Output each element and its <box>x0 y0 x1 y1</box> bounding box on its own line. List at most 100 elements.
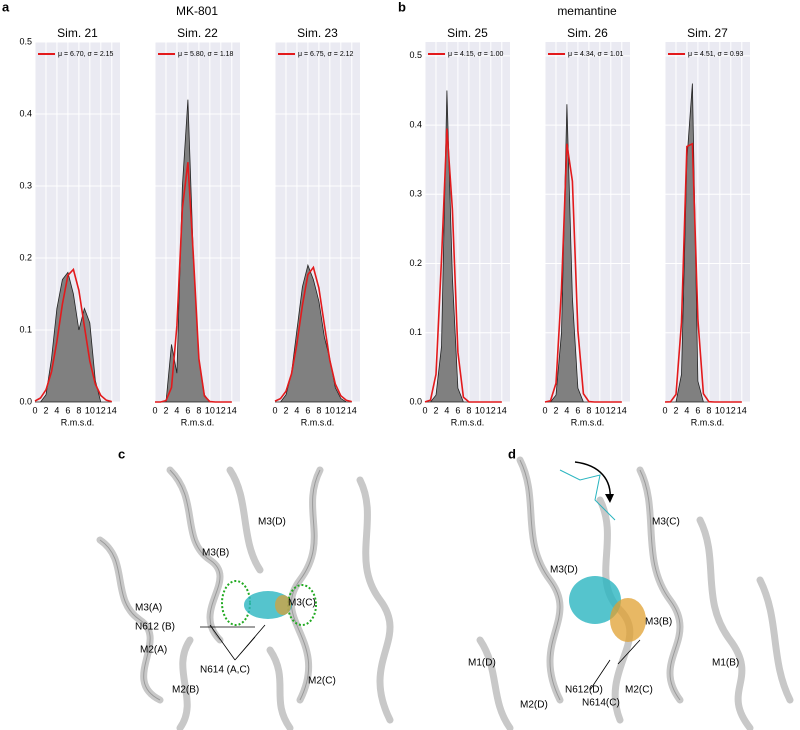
x-tick-label: 4 <box>564 405 569 415</box>
x-axis-label: R.m.s.d. <box>691 417 725 427</box>
chart-title: Sim. 26 <box>567 26 608 40</box>
annotation: M2(C) <box>308 676 336 687</box>
x-tick-label: 2 <box>43 405 48 415</box>
group-title: memantine <box>557 4 617 18</box>
x-tick-label: 14 <box>497 405 507 415</box>
y-tick-label: 0.4 <box>409 119 422 129</box>
annotation: M3(A) <box>135 603 162 614</box>
chart-title: Sim. 23 <box>297 26 338 40</box>
legend-label: μ = 5.80, σ = 1.18 <box>178 51 234 58</box>
x-tick-label: 0 <box>152 405 157 415</box>
x-tick-label: 6 <box>185 405 190 415</box>
x-tick-label: 12 <box>336 405 346 415</box>
fit-line <box>155 162 232 403</box>
x-tick-label: 6 <box>65 405 70 415</box>
y-tick-label: 0.0 <box>409 396 422 406</box>
x-tick-label: 4 <box>444 405 449 415</box>
x-axis-label: R.m.s.d. <box>571 417 605 427</box>
annotation: M2(A) <box>140 645 167 656</box>
x-tick-label: 10 <box>85 405 95 415</box>
y-tick-label: 0.2 <box>19 252 32 262</box>
x-tick-label: 2 <box>433 405 438 415</box>
x-tick-label: 8 <box>316 405 321 415</box>
x-tick-label: 8 <box>196 405 201 415</box>
x-tick-label: 12 <box>606 405 616 415</box>
x-tick-label: 2 <box>673 405 678 415</box>
x-tick-label: 10 <box>205 405 215 415</box>
y-tick-label: 0.5 <box>409 50 422 60</box>
legend-label: μ = 6.70, σ = 2.15 <box>58 51 114 58</box>
annotation: N612(D) <box>565 685 603 696</box>
x-tick-label: 0 <box>32 405 37 415</box>
y-tick-label: 0.1 <box>19 324 32 334</box>
y-tick-label: 0.3 <box>19 180 32 190</box>
legend-label: μ = 4.34, σ = 1.01 <box>568 51 624 58</box>
annotation: M2(B) <box>172 685 199 696</box>
fit-line <box>274 265 352 403</box>
structure-image <box>96 466 394 730</box>
x-tick-label: 0 <box>272 405 277 415</box>
structure-image <box>476 456 794 730</box>
legend-label: μ = 4.15, σ = 1.00 <box>448 51 504 58</box>
panel-label: b <box>398 0 406 14</box>
annotation: M1(D) <box>468 658 496 669</box>
x-tick-label: 4 <box>174 405 179 415</box>
annotation: M2(C) <box>625 685 653 696</box>
annotation: M3(B) <box>202 548 229 559</box>
x-tick-label: 14 <box>107 405 117 415</box>
legend-label: μ = 6.75, σ = 2.12 <box>298 51 354 58</box>
x-axis-label: R.m.s.d. <box>451 417 485 427</box>
fit-line <box>424 128 502 403</box>
y-tick-label: 0.1 <box>409 327 422 337</box>
panel-label: a <box>2 0 10 14</box>
y-tick-label: 0.2 <box>409 258 422 268</box>
x-tick-label: 10 <box>475 405 485 415</box>
annotation: M3(C) <box>652 517 680 528</box>
x-tick-label: 10 <box>595 405 605 415</box>
x-tick-label: 6 <box>455 405 460 415</box>
chart-title: Sim. 22 <box>177 26 218 40</box>
annotation: N612 (B) <box>135 622 175 633</box>
x-tick-label: 8 <box>586 405 591 415</box>
x-tick-label: 12 <box>486 405 496 415</box>
x-axis-label: R.m.s.d. <box>61 417 95 427</box>
group-title: MK-801 <box>176 4 218 18</box>
fit-line <box>664 142 742 403</box>
x-axis-label: R.m.s.d. <box>301 417 335 427</box>
x-tick-label: 4 <box>684 405 689 415</box>
annotation: N614(C) <box>582 698 620 709</box>
x-tick-label: 2 <box>283 405 288 415</box>
plot-background <box>665 42 750 402</box>
plot-background <box>425 42 510 402</box>
annotation: M3(C) <box>288 598 316 609</box>
x-tick-label: 14 <box>617 405 627 415</box>
chart-title: Sim. 21 <box>57 26 98 40</box>
fit-line <box>544 143 622 403</box>
annotation: M2(D) <box>520 700 548 711</box>
x-tick-label: 4 <box>294 405 299 415</box>
x-axis-label: R.m.s.d. <box>181 417 215 427</box>
x-tick-label: 8 <box>466 405 471 415</box>
y-tick-label: 0.5 <box>19 36 32 46</box>
x-tick-label: 0 <box>422 405 427 415</box>
x-tick-label: 2 <box>553 405 558 415</box>
x-tick-label: 4 <box>54 405 59 415</box>
x-tick-label: 6 <box>305 405 310 415</box>
x-tick-label: 6 <box>575 405 580 415</box>
y-tick-label: 0.3 <box>409 189 422 199</box>
y-tick-label: 0.0 <box>19 396 32 406</box>
x-tick-label: 14 <box>227 405 237 415</box>
x-tick-label: 2 <box>163 405 168 415</box>
x-tick-label: 12 <box>216 405 226 415</box>
panel-label: d <box>508 446 516 461</box>
x-tick-label: 10 <box>325 405 335 415</box>
y-tick-label: 0.4 <box>19 108 32 118</box>
fit-line <box>34 267 112 403</box>
x-tick-label: 0 <box>662 405 667 415</box>
x-tick-label: 14 <box>737 405 747 415</box>
x-tick-label: 0 <box>542 405 547 415</box>
annotation: M3(D) <box>550 565 578 576</box>
annotation: M3(D) <box>258 517 286 528</box>
chart-title: Sim. 27 <box>687 26 728 40</box>
